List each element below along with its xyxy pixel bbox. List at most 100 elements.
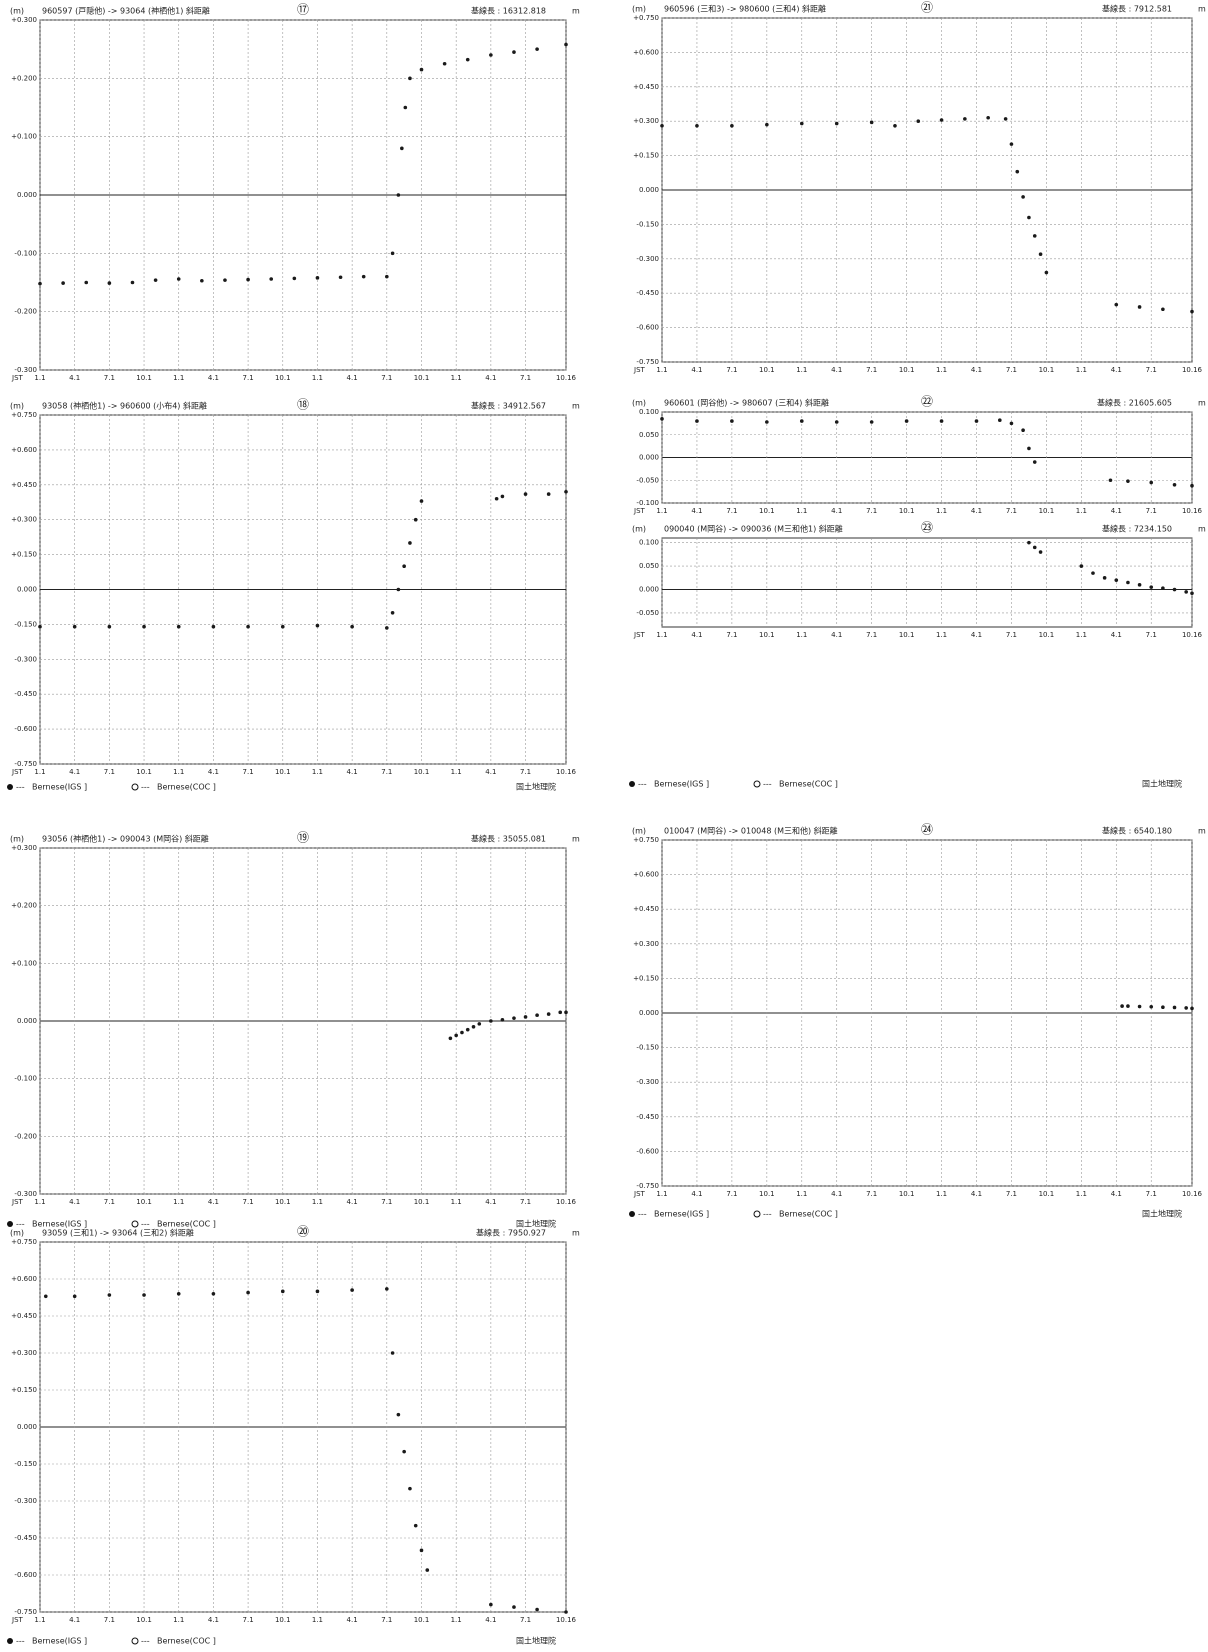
x-tick-label: 1.1 xyxy=(936,1190,947,1198)
data-point xyxy=(500,494,505,499)
chart-number: ㉔ xyxy=(921,823,933,837)
legend-dash: --- xyxy=(16,1637,25,1646)
y-unit: (m) xyxy=(632,5,646,14)
x-tick-label: 4.1 xyxy=(971,366,982,374)
data-point xyxy=(1190,483,1194,488)
data-point xyxy=(72,624,77,629)
x-tick-label: 7.1 xyxy=(520,1198,531,1206)
x-tick-label: 4.1 xyxy=(347,1616,358,1624)
plot-frame xyxy=(661,537,1193,628)
x-tick-label: 7.1 xyxy=(520,1616,531,1624)
data-point xyxy=(385,1287,389,1291)
x-tick-label: 10.1 xyxy=(899,1190,915,1198)
x-tick-label: 4.1 xyxy=(485,1198,496,1206)
data-point xyxy=(1126,580,1130,585)
data-point xyxy=(142,624,146,629)
data-point xyxy=(211,1292,216,1296)
x-tick-label: 10.1 xyxy=(1039,366,1055,374)
data-point xyxy=(1091,571,1095,575)
x-tick-label: 10.16 xyxy=(556,1616,577,1624)
x-axis-label: JST xyxy=(11,1616,24,1624)
credit: 国土地理院 xyxy=(516,782,556,792)
x-tick-label: 1.1 xyxy=(1076,507,1087,515)
data-point xyxy=(419,499,424,503)
x-tick-label: 7.1 xyxy=(866,1190,877,1198)
legend-marker xyxy=(7,1638,13,1644)
baseline-unit: m xyxy=(572,1229,580,1238)
data-point xyxy=(448,1036,453,1041)
data-point xyxy=(765,122,769,127)
data-point xyxy=(1161,1005,1165,1010)
x-tick-label: 4.1 xyxy=(208,1198,219,1206)
x-tick-label: 7.1 xyxy=(381,1616,392,1624)
data-point xyxy=(408,541,412,545)
data-point xyxy=(546,1012,551,1016)
x-tick-label: 10.1 xyxy=(759,366,775,374)
legend-dash: --- xyxy=(638,780,647,789)
data-point xyxy=(535,47,539,51)
y-tick-label: -0.300 xyxy=(14,366,37,374)
data-point xyxy=(512,1605,516,1609)
data-point xyxy=(1172,587,1177,592)
y-tick-label: 0.000 xyxy=(639,1009,659,1017)
x-tick-label: 7.1 xyxy=(104,1198,115,1206)
data-point xyxy=(107,281,112,285)
x-tick-label: 7.1 xyxy=(726,631,737,639)
x-tick-label: 7.1 xyxy=(243,1616,254,1624)
data-point xyxy=(512,1016,516,1020)
data-point xyxy=(350,1288,354,1292)
data-point xyxy=(38,281,42,286)
y-tick-label: -0.100 xyxy=(14,1075,37,1083)
data-point xyxy=(939,118,944,122)
data-point xyxy=(176,1292,181,1296)
y-tick-label: 0.050 xyxy=(639,431,659,439)
x-tick-label: 10.1 xyxy=(1039,507,1055,515)
data-point xyxy=(489,1602,493,1607)
baseline-length: 基線長 : 7234.150 xyxy=(1102,524,1172,534)
x-axis-label: JST xyxy=(633,631,646,639)
data-point xyxy=(660,417,664,421)
data-point xyxy=(1079,564,1084,568)
y-tick-label: +0.300 xyxy=(11,516,37,524)
y-tick-label: -0.300 xyxy=(14,655,37,663)
data-point xyxy=(315,276,320,280)
y-tick-label: +0.150 xyxy=(11,1386,37,1394)
x-tick-label: 4.1 xyxy=(347,374,358,382)
data-point xyxy=(43,1294,48,1299)
legend-label: Bernese(IGS ] xyxy=(654,1210,709,1219)
y-tick-label: +0.450 xyxy=(11,1312,37,1320)
y-tick-label: -0.450 xyxy=(636,289,659,297)
y-tick-label: -0.150 xyxy=(636,1044,659,1052)
y-tick-label: +0.450 xyxy=(11,481,37,489)
x-tick-label: 4.1 xyxy=(831,631,842,639)
x-tick-label: 4.1 xyxy=(69,1198,80,1206)
x-tick-label: 7.1 xyxy=(866,631,877,639)
x-tick-label: 10.1 xyxy=(136,768,152,776)
baseline-unit: m xyxy=(1198,827,1206,836)
x-tick-label: 4.1 xyxy=(1111,1190,1122,1198)
y-tick-label: +0.600 xyxy=(633,48,659,56)
y-tick-label: +0.300 xyxy=(633,940,659,948)
x-tick-label: 4.1 xyxy=(485,1616,496,1624)
x-tick-label: 1.1 xyxy=(936,631,947,639)
chart-title: 960601 (岡谷他) -> 980607 (三和4) 斜距離 xyxy=(664,398,829,408)
chart-title: 93059 (三和1) -> 93064 (三和2) 斜距離 xyxy=(42,1228,194,1238)
data-point xyxy=(904,419,909,423)
y-tick-label: -0.300 xyxy=(14,1190,37,1198)
y-tick-label: 0.100 xyxy=(639,408,659,416)
x-tick-label: 10.1 xyxy=(414,1198,430,1206)
baseline-length: 基線長 : 21605.605 xyxy=(1097,398,1172,408)
data-point xyxy=(350,624,354,629)
y-tick-label: -0.300 xyxy=(636,1078,659,1086)
y-tick-label: +0.150 xyxy=(633,152,659,160)
data-point xyxy=(564,1010,568,1015)
data-point xyxy=(419,1548,424,1553)
x-tick-label: 1.1 xyxy=(1076,1190,1087,1198)
data-point xyxy=(390,610,395,615)
data-point xyxy=(385,626,389,630)
x-tick-label: 1.1 xyxy=(312,1198,323,1206)
x-tick-label: 10.1 xyxy=(275,374,291,382)
y-tick-label: -0.200 xyxy=(14,1132,37,1140)
data-point xyxy=(1161,586,1165,590)
